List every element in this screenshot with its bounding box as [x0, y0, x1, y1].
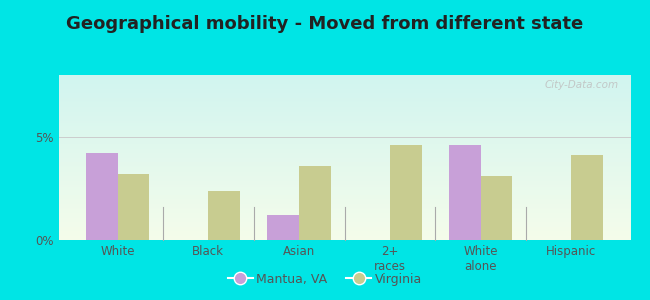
Bar: [390, 145, 422, 240]
Text: Geographical mobility - Moved from different state: Geographical mobility - Moved from diffe…: [66, 15, 584, 33]
Bar: [118, 174, 150, 240]
Bar: [571, 155, 603, 240]
Bar: [208, 190, 240, 240]
Bar: [449, 145, 481, 240]
Bar: [86, 153, 118, 240]
Text: City-Data.com: City-Data.com: [545, 80, 619, 90]
Legend: Mantua, VA, Virginia: Mantua, VA, Virginia: [223, 268, 427, 291]
Bar: [481, 176, 512, 240]
Bar: [267, 215, 299, 240]
Bar: [299, 166, 331, 240]
